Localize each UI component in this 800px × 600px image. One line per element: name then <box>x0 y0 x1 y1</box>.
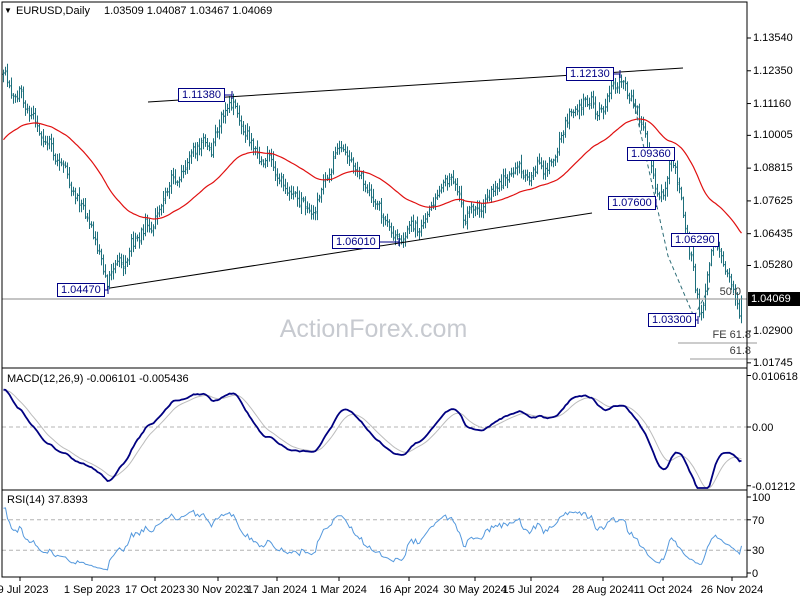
date-axis-label: 15 Jul 2024 <box>502 584 560 596</box>
price-axis-tick-label: 1.12350 <box>753 65 793 77</box>
moving-average-line <box>3 118 742 234</box>
macd-axis-tick-label: 0.00 <box>752 422 774 434</box>
macd-axis-tick-label: 0.010618 <box>752 371 798 383</box>
price-flag: 1.06010 <box>332 235 380 249</box>
price-flag: 1.04470 <box>57 283 105 297</box>
macd-axis-tick-label: -0.01212 <box>752 481 796 493</box>
price-axis-tick-label: 1.02900 <box>753 325 793 337</box>
date-axis-label: 17 Jan 2024 <box>246 584 308 596</box>
price-axis-tick-label: 1.11160 <box>753 98 792 110</box>
fib-label-618: 61.8 <box>729 345 751 357</box>
symbol-timeframe-label: EURUSD,Daily <box>16 5 90 17</box>
price-axis-tick-label: 1.06435 <box>753 228 793 240</box>
panel-border <box>1 1 748 578</box>
price-flag: 1.06290 <box>671 233 719 247</box>
macd-line <box>3 388 742 489</box>
rsi-axis-tick-label: 30 <box>752 545 765 557</box>
fib-label-fe-618: FE 61.8 <box>712 329 751 341</box>
rsi-axis-tick-label: 70 <box>752 515 765 527</box>
price-flag: 1.03300 <box>648 313 696 327</box>
rsi-axis-tick-label: 100 <box>752 492 771 504</box>
macd-legend: MACD(12,26,9) -0.006101 -0.005436 <box>7 373 189 385</box>
title-bar: EURUSD,Daily 1.03509 1.04087 1.03467 1.04… <box>16 5 272 17</box>
date-axis-label: 16 Apr 2024 <box>379 584 439 596</box>
price-axis-tick-label: 1.05280 <box>753 259 793 271</box>
date-axis-label: 30 May 2024 <box>443 584 507 596</box>
ohlc-values: 1.03509 1.04087 1.03467 1.04069 <box>103 5 273 17</box>
macd-signal-line <box>3 389 742 489</box>
date-axis-label: 1 Sep 2023 <box>63 584 121 596</box>
price-flag: 1.07600 <box>608 196 656 210</box>
dashed-projection-line <box>633 102 711 319</box>
price-flag: 1.09360 <box>627 147 675 161</box>
ohlc-bars-series <box>2 63 743 324</box>
price-axis-tick-label: 1.08815 <box>753 162 793 174</box>
fib-label-50: 50.0 <box>719 286 741 298</box>
date-axis-label: 11 Oct 2024 <box>633 584 693 596</box>
price-axis-tick-label: 1.07625 <box>753 195 793 207</box>
date-axis-label: 28 Aug 2024 <box>572 584 634 596</box>
price-flag: 1.12130 <box>566 67 614 81</box>
rsi-line <box>3 507 742 571</box>
watermark: ActionForex.com <box>279 315 468 343</box>
date-axis-label: 26 Nov 2024 <box>700 584 764 596</box>
date-axis-label: 17 Oct 2023 <box>125 584 185 596</box>
price-axis-tick-label: 1.13540 <box>753 32 793 44</box>
lower-trendline <box>109 212 593 289</box>
price-flag: 1.11380 <box>178 88 225 102</box>
date-axis-label: 19 Jul 2023 <box>0 584 49 596</box>
rsi-axis-tick-label: 0 <box>752 568 759 580</box>
symbol-dropdown-icon[interactable]: ▼ <box>4 6 12 15</box>
current-price-tag: 1.04069 <box>748 292 800 306</box>
rsi-legend: RSI(14) 37.8393 <box>7 494 88 506</box>
date-axis-label: 1 Mar 2024 <box>311 584 367 596</box>
date-axis-label: 30 Nov 2023 <box>186 584 250 596</box>
price-axis-tick-label: 1.10005 <box>753 129 793 141</box>
price-axis-tick-label: 1.01745 <box>753 357 793 369</box>
